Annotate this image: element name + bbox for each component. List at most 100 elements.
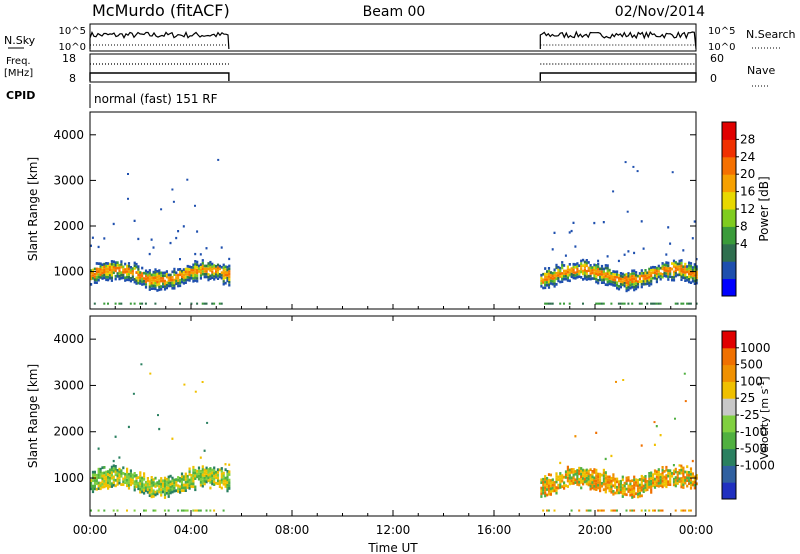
heatmap-cell <box>595 266 598 270</box>
heatmap-cell <box>126 264 129 268</box>
heatmap-cell <box>544 483 547 487</box>
heatmap-cell <box>627 274 630 278</box>
x-tick-label: 00:00 <box>73 523 108 537</box>
heatmap-cell <box>542 278 545 282</box>
heatmap-cell <box>95 278 98 282</box>
heatmap-cell <box>112 222 115 226</box>
heatmap-cell <box>678 464 681 467</box>
heatmap-cell <box>546 488 549 491</box>
heatmap-cell <box>218 485 221 488</box>
heatmap-cell <box>540 489 543 493</box>
heatmap-cell <box>133 219 136 222</box>
heatmap-cell <box>228 484 231 488</box>
heatmap-cell <box>682 270 685 274</box>
heatmap-cell <box>555 472 558 476</box>
heatmap-cell <box>629 490 632 494</box>
heatmap-cell <box>116 469 119 472</box>
heatmap-cell <box>93 275 96 279</box>
heatmap-cell <box>143 483 146 487</box>
heatmap-cell <box>546 281 549 284</box>
heatmap-cell <box>633 478 636 482</box>
heatmap-cell <box>578 472 581 476</box>
heatmap-cell <box>175 236 178 240</box>
heatmap-cell <box>148 252 151 256</box>
heatmap-cell <box>655 425 658 428</box>
heatmap-cell <box>216 266 220 269</box>
heatmap-cell <box>222 282 225 286</box>
heatmap-cell <box>215 275 218 279</box>
heatmap-cell <box>154 287 157 291</box>
heatmap-cell <box>540 495 543 498</box>
heatmap-cell <box>213 483 216 486</box>
heatmap-cell <box>103 265 106 269</box>
heatmap-cell <box>583 477 586 481</box>
nsearch-tick-bottom: 10^0 <box>708 42 735 53</box>
heatmap-cell <box>203 272 206 276</box>
heatmap-cell <box>661 479 664 483</box>
heatmap-cell <box>644 277 647 280</box>
heatmap-cell <box>196 277 199 280</box>
heatmap-cell <box>196 266 199 269</box>
heatmap-cell <box>196 472 199 476</box>
heatmap-cell <box>167 481 170 484</box>
heatmap-cell <box>192 471 195 475</box>
heatmap-cell <box>627 478 630 482</box>
heatmap-cell <box>566 265 569 269</box>
heatmap-cell <box>633 269 636 273</box>
heatmap-cell <box>547 487 551 490</box>
heatmap-cell <box>585 468 588 472</box>
heatmap-cell <box>578 480 581 484</box>
heatmap-cell <box>652 473 655 477</box>
heatmap-cell <box>636 490 640 493</box>
heatmap-cell <box>148 494 151 497</box>
heatmap-cell <box>589 487 592 491</box>
heatmap-cell <box>602 281 605 284</box>
heatmap-cell <box>171 479 174 483</box>
heatmap-cell <box>640 494 643 498</box>
heatmap-cell <box>211 302 214 305</box>
heatmap-cell <box>597 265 600 268</box>
heatmap-cell <box>199 481 202 484</box>
heatmap-cell <box>688 272 691 276</box>
heatmap-cell <box>589 274 592 278</box>
heatmap-cell <box>103 276 106 280</box>
heatmap-cell <box>201 259 204 262</box>
heatmap-cell <box>107 273 110 276</box>
heatmap-cell <box>640 271 643 275</box>
heatmap-cell <box>213 472 216 475</box>
heatmap-cell <box>199 266 202 269</box>
heatmap-cell <box>127 273 131 276</box>
heatmap-cell <box>150 476 153 479</box>
heatmap-cell <box>606 275 609 278</box>
heatmap-cell <box>90 283 93 286</box>
heatmap-cell <box>546 477 549 480</box>
heatmap-cell <box>171 270 174 274</box>
heatmap-cell <box>627 476 630 479</box>
heatmap-cell <box>600 281 604 284</box>
heatmap-cell <box>160 491 163 494</box>
heatmap-cell <box>182 489 185 492</box>
heatmap-cell <box>188 486 191 490</box>
heatmap-cell <box>574 478 577 482</box>
heatmap-cell <box>179 490 182 494</box>
velocity-ylabel: Slant Range [km] <box>26 364 40 468</box>
heatmap-cell <box>693 279 696 283</box>
heatmap-cell <box>162 482 165 485</box>
heatmap-cell <box>578 264 581 267</box>
heatmap-cell <box>657 482 660 485</box>
heatmap-cell <box>640 285 643 289</box>
heatmap-cell <box>137 476 140 479</box>
heatmap-cell <box>546 485 549 489</box>
heatmap-cell <box>555 263 558 267</box>
heatmap-cell <box>671 472 674 475</box>
heatmap-cell <box>597 279 600 282</box>
heatmap-cell <box>127 275 131 279</box>
heatmap-cell <box>652 302 654 305</box>
heatmap-cell <box>211 468 214 472</box>
heatmap-cell <box>162 285 165 288</box>
heatmap-cell <box>642 277 645 281</box>
heatmap-cell <box>597 259 600 262</box>
heatmap-cell <box>162 487 165 491</box>
heatmap-cell <box>182 270 185 274</box>
heatmap-cell <box>224 485 227 488</box>
